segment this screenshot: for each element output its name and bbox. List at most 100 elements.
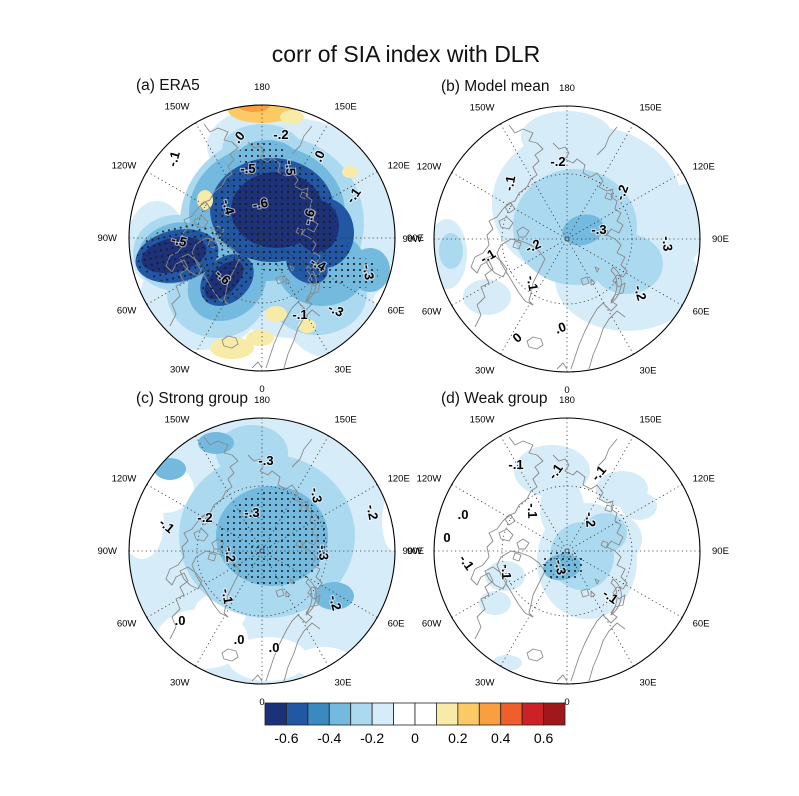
lon-label: 0 — [564, 385, 569, 396]
lon-label: 30W — [475, 366, 495, 377]
colorbar-cell — [328, 702, 352, 726]
contour-label: -.1 — [477, 246, 498, 267]
lon-label: 30E — [640, 678, 657, 689]
contour-label: 0 — [510, 329, 525, 345]
lon-label: 180 — [254, 395, 270, 406]
panel-a-era5: (a) ERA5 180 150E 120E 90E 60E 30E 0 30W 60W 90W 1… — [97, 77, 423, 395]
contour-label: -.1 — [524, 274, 541, 292]
colorbar-cell — [264, 702, 287, 726]
lon-label: 60E — [388, 619, 405, 630]
lon-label: 180 — [254, 82, 270, 93]
lon-label: 60E — [388, 306, 405, 317]
lon-label: 90E — [712, 234, 729, 245]
colorbar-cell — [286, 702, 309, 726]
lon-label: 180 — [559, 83, 575, 94]
contour-label: -.3 — [315, 544, 331, 560]
lon-label: 30W — [170, 365, 190, 376]
contour-label: -.2 — [197, 510, 212, 525]
contour-label: .0 — [234, 632, 245, 647]
colorbar: -0.6 -0.4 -0.2 0 0.2 0.4 0.6 — [264, 702, 566, 746]
contour-label: -.3 — [308, 486, 325, 504]
colorbar-tick: 0.6 — [534, 730, 554, 746]
contour-label: -.3 — [326, 300, 346, 320]
colorbar-cell — [393, 702, 416, 726]
contour-label: .0 — [175, 613, 186, 628]
contour-label: -.5 — [282, 159, 298, 175]
lon-label: 150W — [165, 414, 190, 425]
colorbar-cell — [543, 702, 566, 726]
lon-label: 150E — [335, 101, 357, 112]
contour-label: -.3 — [258, 453, 273, 468]
lon-label: 90E — [712, 546, 729, 557]
lon-label: 30W — [475, 678, 495, 689]
lon-label: 60E — [693, 307, 710, 318]
contour-label: -.2 — [273, 127, 288, 142]
panel-b-shading — [434, 111, 700, 331]
contour-label: -.3 — [659, 235, 675, 251]
map-boundary-circle — [128, 104, 396, 372]
panel-d-stippling — [541, 550, 585, 582]
contour-label: -.4 — [219, 198, 238, 217]
colorbar-tick: -0.4 — [317, 730, 341, 746]
contour-label: -.2 — [222, 546, 238, 562]
contour-label: -.1 — [501, 174, 518, 192]
contour-label: -.1 — [164, 150, 182, 169]
contour-label: -.2 — [582, 511, 598, 527]
contour-label: -.6 — [299, 208, 317, 227]
contour-label: .0 — [269, 640, 280, 655]
lon-label: 0 — [259, 384, 264, 395]
colorbar-tick: 0 — [411, 730, 419, 746]
page-title: corr of SIA index with DLR — [272, 41, 540, 67]
lon-label: 90W — [402, 546, 422, 557]
lon-label: 150W — [470, 102, 495, 113]
lon-label: 150E — [640, 102, 662, 113]
lon-label: 150E — [335, 414, 357, 425]
lon-label: 150E — [640, 414, 662, 425]
colorbar-cell — [521, 702, 544, 726]
contour-label: -.3 — [244, 505, 259, 520]
contour-label: .0 — [553, 319, 568, 337]
contour-label: -.2 — [326, 594, 344, 613]
lon-label: 120E — [388, 474, 410, 485]
lon-label: 60W — [117, 306, 137, 317]
contour-label: -.2 — [550, 154, 565, 169]
contour-label: -.5 — [240, 161, 255, 176]
lon-label: 30W — [170, 678, 190, 689]
lon-label: 0 — [259, 697, 264, 708]
lon-label: 30E — [640, 366, 657, 377]
panel-c-stippling — [220, 491, 328, 587]
panel-b-title: (b) Model mean — [441, 78, 550, 95]
panel-b-model-mean: (b) Model mean 180 150E 120E 90E 60E 30E 0 30W 6… — [402, 78, 728, 396]
colorbar-tick: -0.6 — [274, 730, 298, 746]
lon-label: 60W — [422, 619, 442, 630]
contour-label: -.1 — [292, 307, 307, 322]
lon-label: 90W — [97, 233, 117, 244]
colorbar-cell — [478, 702, 502, 726]
panel-d-title: (d) Weak group — [441, 390, 548, 407]
lon-label: 60W — [422, 307, 442, 318]
colorbar-cell — [414, 702, 437, 726]
lon-label: 60E — [693, 619, 710, 630]
lon-label: 90E — [407, 546, 424, 557]
contour-label: -.2 — [612, 183, 631, 202]
contour-label: -.1 — [499, 564, 515, 580]
contour-label: -.2 — [364, 503, 381, 521]
lon-label: 120W — [112, 161, 137, 172]
map-boundary-circle — [433, 105, 701, 373]
panel-a-title: (a) ERA5 — [136, 77, 200, 94]
panel-a-stippling — [136, 142, 378, 305]
lon-label: 120W — [417, 474, 442, 485]
panel-c-title: (c) Strong group — [136, 390, 248, 407]
lon-label: 90E — [407, 233, 424, 244]
lon-label: 120W — [112, 474, 137, 485]
lon-label: 60W — [117, 619, 137, 630]
lon-label: 120E — [693, 162, 715, 173]
contour-label: -.1 — [219, 587, 236, 605]
colorbar-cell — [350, 702, 373, 726]
colorbar-tick: -0.2 — [360, 730, 384, 746]
contour-label: 0 — [443, 530, 450, 545]
map-boundary-circle — [128, 417, 396, 685]
contour-label: -.1 — [508, 457, 523, 472]
